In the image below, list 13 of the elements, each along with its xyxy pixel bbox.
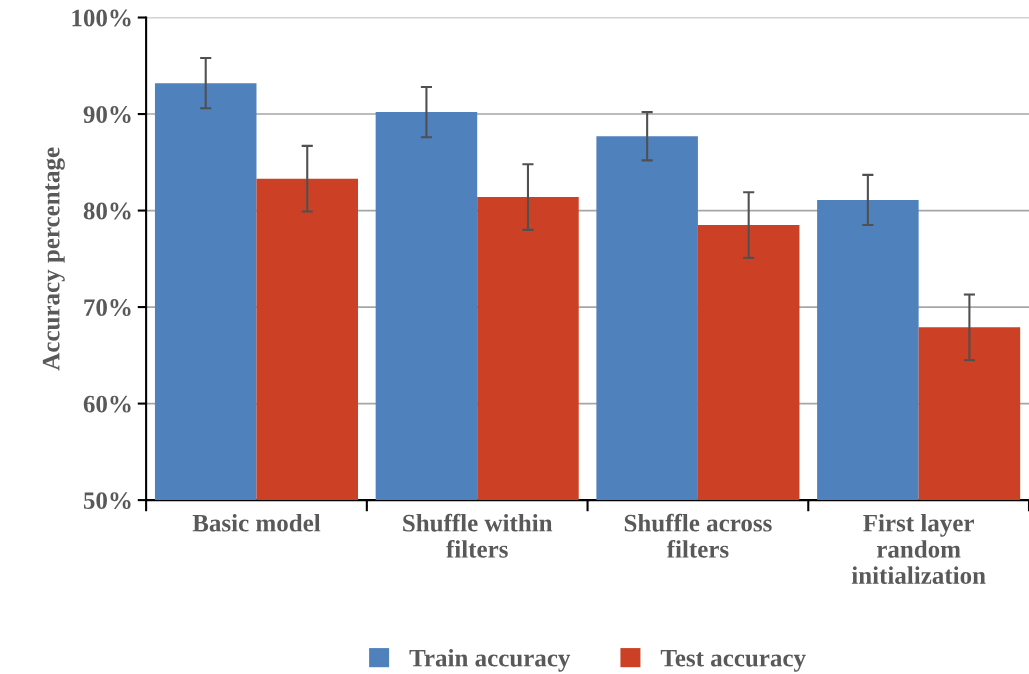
y-axis-title: Accuracy percentage: [42, 147, 65, 371]
y-tick-label: 100%: [72, 9, 131, 27]
y-tick-label: 70%: [84, 299, 131, 317]
x-tick-label: Shuffle across filters: [624, 513, 772, 558]
y-tick-label: 90%: [83, 106, 131, 124]
x-tick-label: Shuffle within filters: [403, 513, 553, 558]
legend-label: Train accuracy: [409, 648, 571, 672]
legend-label: Test accuracy: [660, 649, 806, 672]
y-tick-label: 50%: [83, 492, 131, 510]
x-tick-label: First layer random initialization: [851, 514, 986, 584]
x-tick-label: Basic model: [192, 514, 321, 532]
y-tick-label: 60%: [83, 395, 131, 413]
y-tick-label: 80%: [83, 202, 131, 220]
